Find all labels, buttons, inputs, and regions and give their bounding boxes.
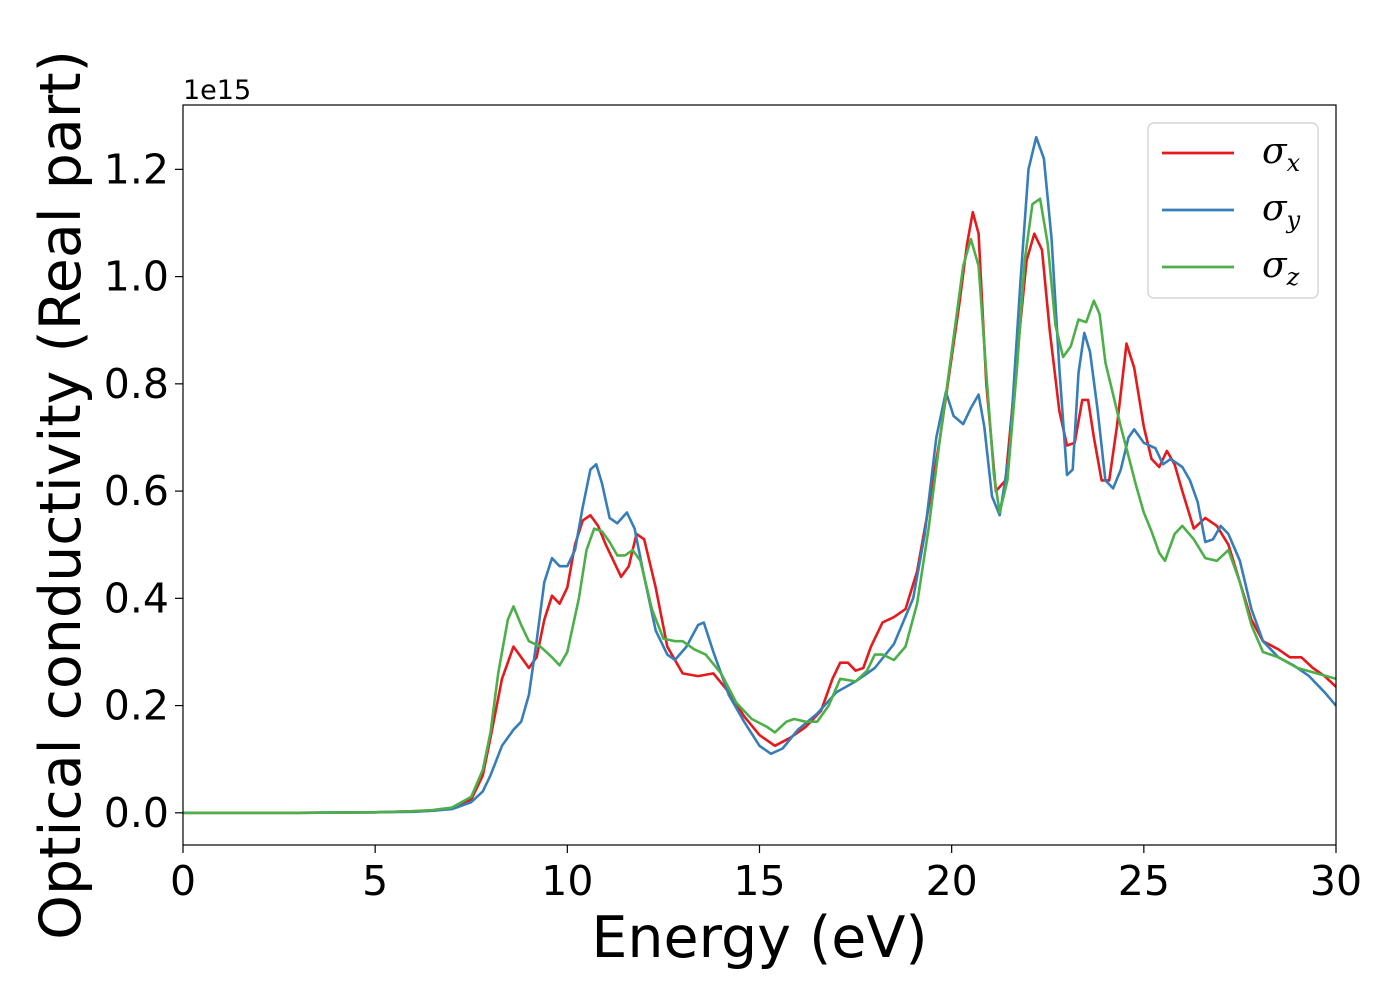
x-tick-label: 20 xyxy=(926,857,978,905)
legend-label-y: σy xyxy=(1262,188,1301,234)
series-line-z xyxy=(183,197,1336,815)
y-tick-label: 0.2 xyxy=(104,682,169,730)
y-axis: 0.0 0.2 0.4 0.6 0.8 1.0 1.2 xyxy=(104,145,183,837)
x-axis-title: Energy (eV) xyxy=(591,905,927,971)
x-axis: 0 5 10 15 20 25 30 xyxy=(170,845,1362,905)
x-tick-label: 30 xyxy=(1310,857,1362,905)
y-tick-label: 0.8 xyxy=(104,360,169,408)
x-tick-label: 25 xyxy=(1118,857,1170,905)
x-tick-label: 10 xyxy=(541,857,593,905)
legend-label-x: σx xyxy=(1262,131,1301,177)
y-tick-label: 0.4 xyxy=(104,574,169,622)
x-tick-label: 5 xyxy=(362,857,388,905)
y-tick-label: 1.2 xyxy=(104,145,169,193)
legend: σx σy σz xyxy=(1147,122,1319,299)
y-tick-label: 1.0 xyxy=(104,253,169,301)
y-tick-label: 0.6 xyxy=(104,467,169,515)
legend-label-z: σz xyxy=(1262,245,1300,291)
series-line-y xyxy=(183,135,1336,815)
y-offset-label: 1e15 xyxy=(183,75,251,106)
y-axis-title: Optical conductivity (Real part) xyxy=(28,50,94,940)
series-layer xyxy=(183,135,1336,815)
y-tick-label: 0.0 xyxy=(104,789,169,837)
x-tick-label: 0 xyxy=(170,857,196,905)
x-tick-label: 15 xyxy=(733,857,785,905)
